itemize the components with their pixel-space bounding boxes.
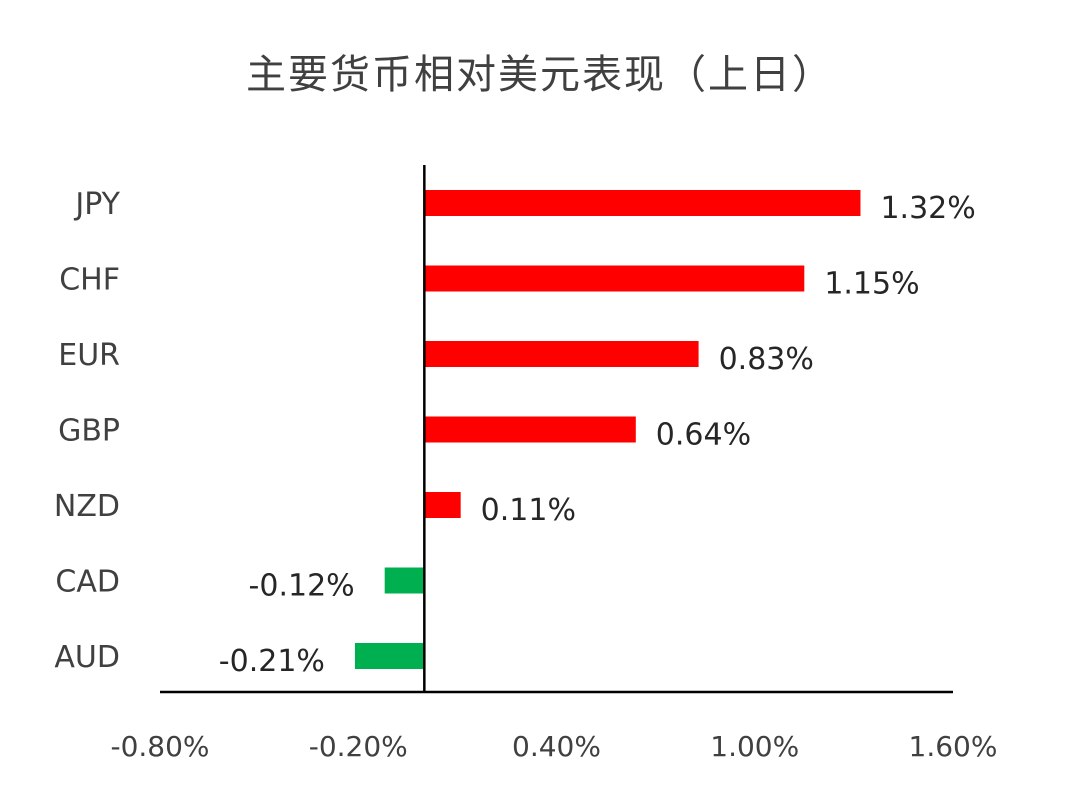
value-label-gbp: 0.64% <box>656 418 751 453</box>
x-tick-label: 0.40% <box>512 730 601 763</box>
bar-cad <box>384 567 425 594</box>
value-label-jpy: 1.32% <box>880 191 975 226</box>
category-label-nzd: NZD <box>54 489 120 524</box>
x-tick-label: 1.00% <box>710 730 799 763</box>
category-label-eur: EUR <box>58 338 120 373</box>
x-tick-label: -0.20% <box>309 730 408 763</box>
value-label-aud: -0.21% <box>219 644 325 679</box>
bar-aud <box>354 643 425 669</box>
bar-jpy <box>424 190 861 216</box>
category-label-chf: CHF <box>59 263 120 298</box>
bar-chf <box>424 265 805 292</box>
category-label-cad: CAD <box>55 565 120 600</box>
x-tick-label: -0.80% <box>110 730 209 763</box>
bar-eur <box>424 341 699 367</box>
bar-gbp <box>424 416 636 443</box>
value-label-cad: -0.12% <box>249 569 355 604</box>
value-label-nzd: 0.11% <box>481 493 576 528</box>
category-label-gbp: GBP <box>58 414 120 449</box>
x-tick-label: 1.60% <box>909 730 998 763</box>
value-label-eur: 0.83% <box>719 342 814 377</box>
chart-title: 主要货币相对美元表现（上日） <box>246 52 834 98</box>
category-label-jpy: JPY <box>73 187 120 222</box>
value-label-chf: 1.15% <box>824 267 919 302</box>
category-label-aud: AUD <box>54 640 120 675</box>
bar-nzd <box>424 492 461 518</box>
